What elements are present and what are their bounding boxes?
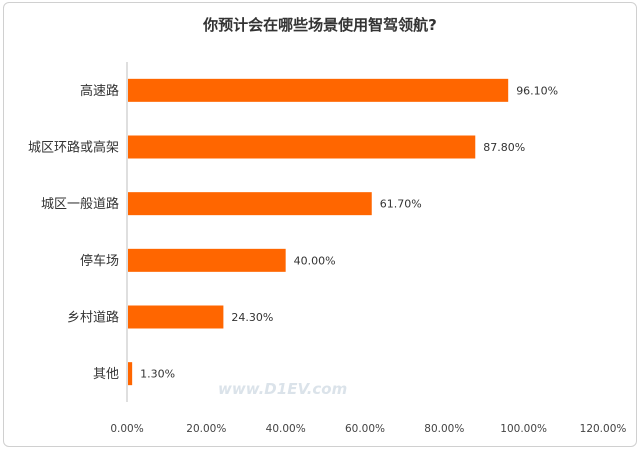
category-label: 城区环路或高架 xyxy=(28,140,119,156)
category-label: 乡村道路 xyxy=(67,310,119,326)
data-label: 40.00% xyxy=(294,254,336,267)
data-label: 96.10% xyxy=(516,84,558,97)
watermark: www.D1EV.com xyxy=(218,380,347,398)
chart-frame xyxy=(3,2,637,447)
bar xyxy=(128,78,509,102)
category-label: 高速路 xyxy=(80,83,119,99)
x-tick-label: 100.00% xyxy=(500,423,547,435)
x-tick-label: 120.00% xyxy=(580,423,627,435)
x-tick-label: 20.00% xyxy=(186,423,226,435)
category-label: 停车场 xyxy=(80,253,119,269)
bar xyxy=(128,135,476,159)
bar xyxy=(128,248,286,272)
watermark-text: www.D1EV.com xyxy=(218,380,347,398)
chart-title: 你预计会在哪些场景使用智驾领航? xyxy=(203,16,437,34)
category-label: 城区一般道路 xyxy=(41,196,119,212)
x-tick-label: 80.00% xyxy=(424,423,464,435)
data-label: 87.80% xyxy=(483,141,525,154)
data-label: 61.70% xyxy=(380,198,422,211)
bar xyxy=(128,192,372,216)
data-label: 1.30% xyxy=(140,368,175,381)
x-tick-label: 40.00% xyxy=(266,423,306,435)
x-tick-label: 60.00% xyxy=(345,423,385,435)
category-label: 其他 xyxy=(93,367,119,382)
bar xyxy=(128,362,133,386)
bar xyxy=(128,305,224,329)
data-label: 24.30% xyxy=(231,311,273,324)
x-tick-label: 0.00% xyxy=(110,423,143,435)
